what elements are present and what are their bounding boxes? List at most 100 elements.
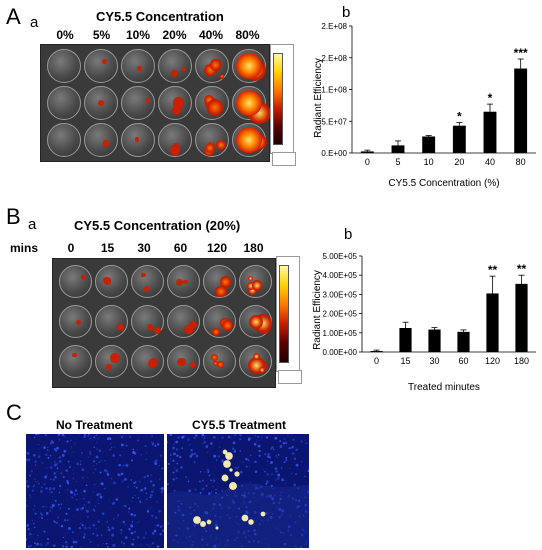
panel-b-row-label: mins xyxy=(10,241,39,255)
nucleus-speck xyxy=(146,452,148,454)
nucleus-speck xyxy=(275,455,277,457)
nucleus-speck xyxy=(122,434,125,437)
nucleus-speck xyxy=(80,452,83,454)
nucleus-speck xyxy=(28,545,30,548)
nucleus-speck xyxy=(93,446,96,449)
bar xyxy=(391,145,405,153)
nucleus-speck xyxy=(154,509,156,511)
cy55-signal xyxy=(229,482,237,490)
nucleus-speck xyxy=(127,511,130,513)
nucleus-speck xyxy=(215,488,217,491)
x-tick-label: 5 xyxy=(395,157,400,167)
nucleus-speck xyxy=(48,450,50,452)
nucleus-speck xyxy=(34,542,36,545)
nucleus-speck xyxy=(47,446,49,449)
nucleus-speck xyxy=(221,460,224,463)
nucleus-speck xyxy=(32,486,34,488)
fluorescence-spot xyxy=(236,53,262,79)
nucleus-speck xyxy=(117,514,120,517)
nucleus-speck xyxy=(73,515,75,517)
nucleus-speck xyxy=(37,481,39,483)
fluorescence-spot xyxy=(236,127,262,153)
nucleus-speck xyxy=(30,496,32,498)
nucleus-speck xyxy=(221,436,224,439)
nucleus-speck xyxy=(122,520,125,524)
nucleus-speck xyxy=(78,434,81,436)
micrograph-no-treatment xyxy=(26,434,164,548)
panel-b-col-label: 0 xyxy=(67,241,75,255)
plate-well xyxy=(239,305,272,338)
nucleus-speck xyxy=(58,459,62,463)
nucleus-speck xyxy=(205,484,208,487)
nucleus-speck xyxy=(74,540,78,544)
nucleus-speck xyxy=(62,536,65,539)
nucleus-speck xyxy=(93,460,96,463)
nucleus-speck xyxy=(161,467,164,470)
nucleus-speck xyxy=(269,462,271,464)
fluorescence-spot xyxy=(105,363,113,370)
nucleus-speck xyxy=(205,445,209,448)
nucleus-speck xyxy=(58,491,61,494)
panel-c-left-title: No Treatment xyxy=(56,418,133,432)
nucleus-speck xyxy=(83,489,86,493)
fluorescence-spot xyxy=(236,90,262,116)
nucleus-speck xyxy=(242,461,244,463)
fluorescence-spot xyxy=(248,315,263,329)
nucleus-speck xyxy=(131,501,133,503)
nucleus-speck xyxy=(49,466,53,470)
nucleus-speck xyxy=(137,521,139,524)
nucleus-speck xyxy=(189,455,193,458)
nucleus-speck xyxy=(162,529,164,532)
nucleus-speck xyxy=(87,476,89,478)
plate-well xyxy=(95,265,128,298)
nucleus-speck xyxy=(31,489,35,492)
nucleus-speck xyxy=(132,544,134,546)
nucleus-speck xyxy=(99,495,103,499)
nucleus-speck xyxy=(99,449,101,452)
nucleus-speck xyxy=(63,519,67,522)
nucleus-speck xyxy=(34,481,36,483)
nucleus-speck xyxy=(159,533,162,536)
x-tick-label: 30 xyxy=(429,356,439,366)
nucleus-speck xyxy=(59,484,62,488)
cy55-signal xyxy=(225,452,233,460)
panel-b-colorbar xyxy=(279,265,289,363)
nucleus-speck xyxy=(138,509,140,511)
bar xyxy=(514,68,528,153)
chart-b-xlabel: Treated minutes xyxy=(408,382,480,393)
nucleus-speck xyxy=(156,501,158,503)
nucleus-speck xyxy=(151,532,155,535)
nucleus-speck xyxy=(202,479,205,482)
fluorescence-spot xyxy=(247,275,253,281)
nucleus-speck xyxy=(87,516,89,518)
nucleus-speck xyxy=(106,546,109,548)
nucleus-speck xyxy=(26,452,30,455)
fluorescence-spot xyxy=(72,352,77,358)
fluorescence-spot xyxy=(146,324,154,331)
nucleus-speck xyxy=(59,507,62,509)
nucleus-speck xyxy=(175,477,178,480)
nucleus-speck xyxy=(93,510,96,512)
nucleus-speck xyxy=(148,544,151,547)
nucleus-speck xyxy=(133,530,137,534)
nucleus-speck xyxy=(124,477,127,481)
cy55-signal xyxy=(260,511,266,517)
nucleus-speck xyxy=(70,491,74,494)
nucleus-speck xyxy=(37,482,40,485)
nucleus-speck xyxy=(110,442,112,445)
nucleus-speck xyxy=(112,454,116,457)
nucleus-speck xyxy=(50,440,53,443)
nucleus-speck xyxy=(274,437,276,439)
fluorescence-spot xyxy=(141,272,147,278)
nucleus-speck xyxy=(75,481,77,483)
nucleus-speck xyxy=(92,465,94,467)
panel-b-sub-a: a xyxy=(28,216,37,233)
nucleus-speck xyxy=(118,463,121,467)
nucleus-speck xyxy=(167,441,169,444)
nucleus-speck xyxy=(28,532,32,536)
nucleus-speck xyxy=(72,473,74,475)
nucleus-speck xyxy=(107,526,110,529)
nucleus-speck xyxy=(93,483,96,486)
nucleus-speck xyxy=(86,509,89,513)
nucleus-speck xyxy=(153,488,155,490)
